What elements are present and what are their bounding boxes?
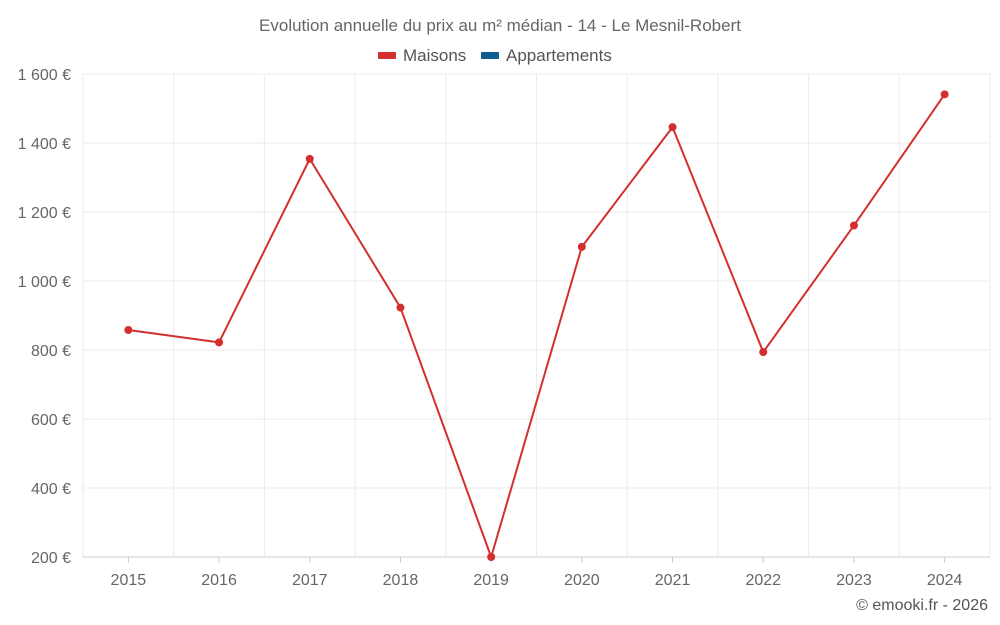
series-line-maisons bbox=[128, 93, 946, 558]
data-point[interactable] bbox=[940, 90, 949, 99]
data-point[interactable] bbox=[577, 242, 586, 251]
x-tick-label: 2021 bbox=[655, 572, 691, 589]
data-point[interactable] bbox=[849, 221, 858, 230]
data-point[interactable] bbox=[305, 154, 314, 163]
y-tick-label: 400 € bbox=[31, 481, 71, 498]
data-point[interactable] bbox=[396, 303, 405, 312]
legend-swatch-maisons bbox=[378, 52, 396, 59]
chart-title: Evolution annuelle du prix au m² médian … bbox=[259, 16, 741, 35]
x-tick-label: 2019 bbox=[473, 572, 509, 589]
y-tick-label: 1 200 € bbox=[18, 205, 71, 222]
grid bbox=[82, 73, 991, 557]
data-point[interactable] bbox=[215, 338, 224, 347]
x-tick-label: 2020 bbox=[564, 572, 600, 589]
legend-item-appartements[interactable]: Appartements bbox=[481, 46, 612, 65]
legend: Maisons Appartements bbox=[378, 46, 612, 65]
y-tick-label: 600 € bbox=[31, 412, 71, 429]
x-tick-label: 2017 bbox=[292, 572, 328, 589]
data-point[interactable] bbox=[124, 325, 133, 334]
y-axis: 200 € 400 € 600 € 800 € 1 000 € 1 200 € 1 400 … bbox=[18, 67, 71, 567]
x-tick-label: 2016 bbox=[201, 572, 237, 589]
x-tick-label: 2024 bbox=[927, 572, 963, 589]
y-tick-label: 1 400 € bbox=[18, 136, 71, 153]
y-tick-label: 1 600 € bbox=[18, 67, 71, 84]
legend-label-maisons: Maisons bbox=[403, 46, 466, 65]
x-tick-label: 2018 bbox=[383, 572, 419, 589]
legend-label-appartements: Appartements bbox=[506, 46, 612, 65]
y-tick-label: 800 € bbox=[31, 343, 71, 360]
data-point[interactable] bbox=[759, 348, 768, 357]
data-point[interactable] bbox=[668, 123, 677, 132]
x-tick-label: 2015 bbox=[111, 572, 147, 589]
credit-text: © emooki.fr - 2026 bbox=[856, 597, 988, 614]
series-maisons bbox=[124, 90, 949, 561]
legend-swatch-appartements bbox=[481, 52, 499, 59]
y-tick-label: 200 € bbox=[31, 550, 71, 567]
data-point[interactable] bbox=[487, 553, 496, 561]
y-tick-label: 1 000 € bbox=[18, 274, 71, 291]
legend-item-maisons[interactable]: Maisons bbox=[378, 46, 466, 65]
x-tick-label: 2023 bbox=[836, 572, 872, 589]
x-tick-label: 2022 bbox=[745, 572, 781, 589]
x-axis: 2015 2016 2017 2018 2019 2020 2021 2022 2023 2024 bbox=[83, 556, 990, 589]
